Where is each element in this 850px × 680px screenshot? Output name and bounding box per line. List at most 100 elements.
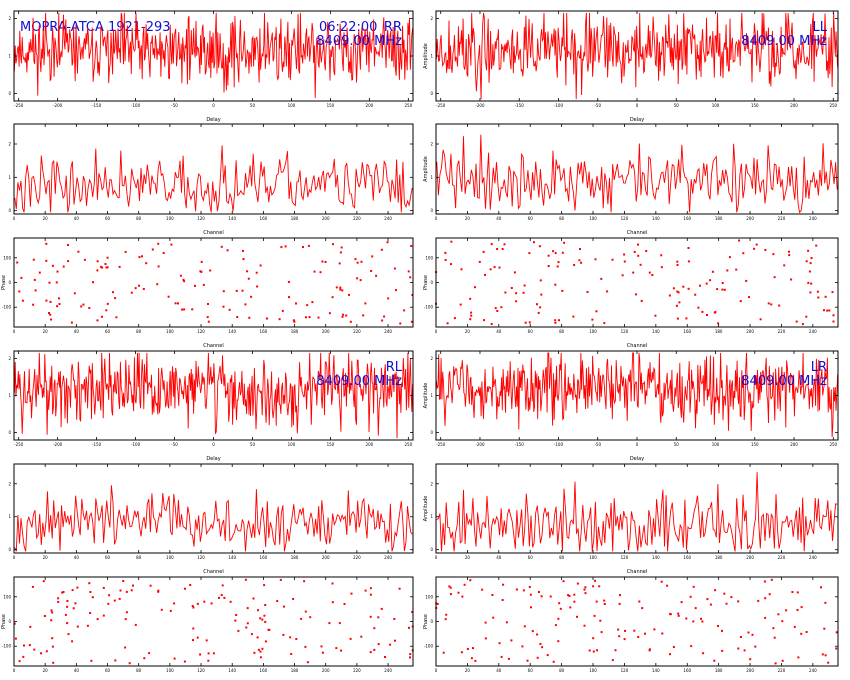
- data-point: [14, 637, 17, 640]
- data-point: [573, 264, 576, 266]
- data-point: [259, 656, 262, 659]
- data-point: [157, 242, 160, 245]
- data-point: [797, 656, 800, 659]
- data-point: [410, 320, 413, 323]
- data-point: [632, 271, 635, 274]
- data-point: [411, 611, 414, 613]
- x-tick-label: 220: [353, 329, 361, 334]
- data-point: [115, 316, 118, 319]
- data-point: [815, 244, 818, 247]
- data-point: [772, 253, 775, 256]
- data-point: [445, 613, 448, 616]
- x-tick-label: 0: [435, 216, 438, 221]
- data-point: [653, 628, 656, 631]
- data-point: [528, 586, 531, 588]
- data-point: [207, 320, 210, 323]
- data-point: [370, 270, 373, 272]
- data-point: [537, 311, 540, 314]
- y-tick-label: 0: [430, 280, 433, 285]
- y-tick-label: -100: [2, 305, 12, 310]
- data-point: [264, 604, 267, 606]
- x-tick-label: 60: [105, 555, 111, 560]
- data-point: [584, 586, 587, 589]
- x-tick-label: 40: [496, 668, 502, 673]
- data-point: [141, 255, 143, 258]
- data-point: [689, 595, 692, 598]
- x-tick-label: 160: [683, 668, 691, 673]
- data-point: [459, 303, 462, 306]
- data-point: [594, 258, 597, 261]
- x-tick-label: 100: [166, 555, 174, 560]
- data-point: [742, 252, 745, 255]
- data-point: [33, 648, 36, 651]
- data-point: [125, 611, 128, 614]
- series-line: [435, 12, 839, 100]
- series-line: [436, 472, 838, 552]
- data-point: [539, 643, 542, 645]
- y-tick-label: 2: [8, 356, 11, 361]
- data-point: [257, 648, 260, 651]
- x-tick-label: 60: [528, 216, 534, 221]
- data-point: [561, 251, 564, 254]
- data-point: [530, 606, 532, 609]
- data-point: [463, 583, 466, 586]
- y-axis-label: Amplitude: [423, 383, 429, 409]
- y-tick-label: 100: [3, 255, 11, 260]
- data-point: [709, 279, 712, 282]
- data-point: [501, 248, 504, 250]
- data-point: [706, 598, 709, 601]
- data-point: [252, 597, 255, 600]
- data-point: [721, 288, 724, 291]
- x-tick-label: 180: [715, 329, 723, 334]
- data-point: [76, 625, 79, 628]
- data-point: [606, 290, 609, 293]
- data-point: [515, 292, 518, 295]
- data-point: [209, 269, 212, 272]
- data-point: [408, 626, 410, 629]
- data-point: [651, 274, 654, 276]
- data-point: [453, 317, 456, 320]
- data-point: [528, 321, 531, 324]
- data-point: [170, 243, 173, 246]
- data-point: [196, 602, 199, 605]
- panel-phase-rl: 0 20 40 60 80 100 120 140 160 180 200 220 240 -100 0 10…: [1, 576, 414, 673]
- plot-frame: [435, 123, 839, 215]
- data-point: [641, 607, 644, 610]
- data-point: [436, 602, 439, 605]
- data-point: [721, 629, 723, 632]
- data-point: [57, 597, 60, 600]
- y-tick-label: 0: [8, 619, 11, 624]
- data-point: [669, 653, 671, 656]
- data-point: [694, 607, 697, 610]
- data-point: [783, 264, 786, 267]
- data-point: [496, 310, 499, 312]
- x-tick-label: 150: [327, 442, 335, 447]
- data-point: [324, 261, 327, 263]
- panel-phase-lr: 0 20 40 60 80 100 120 140 160 180 200 220 240 -100 0 10…: [423, 576, 839, 673]
- data-point: [62, 265, 65, 268]
- x-tick-label: -200: [475, 103, 485, 108]
- x-tick-label: 60: [528, 329, 534, 334]
- data-point: [654, 314, 657, 317]
- x-tick-label: 80: [559, 329, 565, 334]
- data-point: [206, 316, 209, 319]
- data-point: [51, 645, 54, 648]
- data-point: [42, 580, 45, 583]
- data-point: [694, 293, 697, 296]
- data-point: [222, 290, 225, 293]
- data-point: [828, 309, 831, 312]
- data-point: [145, 262, 148, 265]
- data-point: [778, 304, 781, 307]
- data-point: [349, 320, 352, 323]
- x-tick-label: 180: [291, 216, 299, 221]
- y-axis-label: Phase: [1, 275, 7, 290]
- data-point: [484, 273, 486, 276]
- x-tick-label: 60: [528, 555, 534, 560]
- data-point: [183, 308, 186, 311]
- data-point: [377, 616, 380, 619]
- data-point: [182, 278, 185, 281]
- data-point: [676, 317, 679, 320]
- data-point: [48, 312, 50, 314]
- data-point: [592, 637, 595, 640]
- data-point: [373, 648, 376, 651]
